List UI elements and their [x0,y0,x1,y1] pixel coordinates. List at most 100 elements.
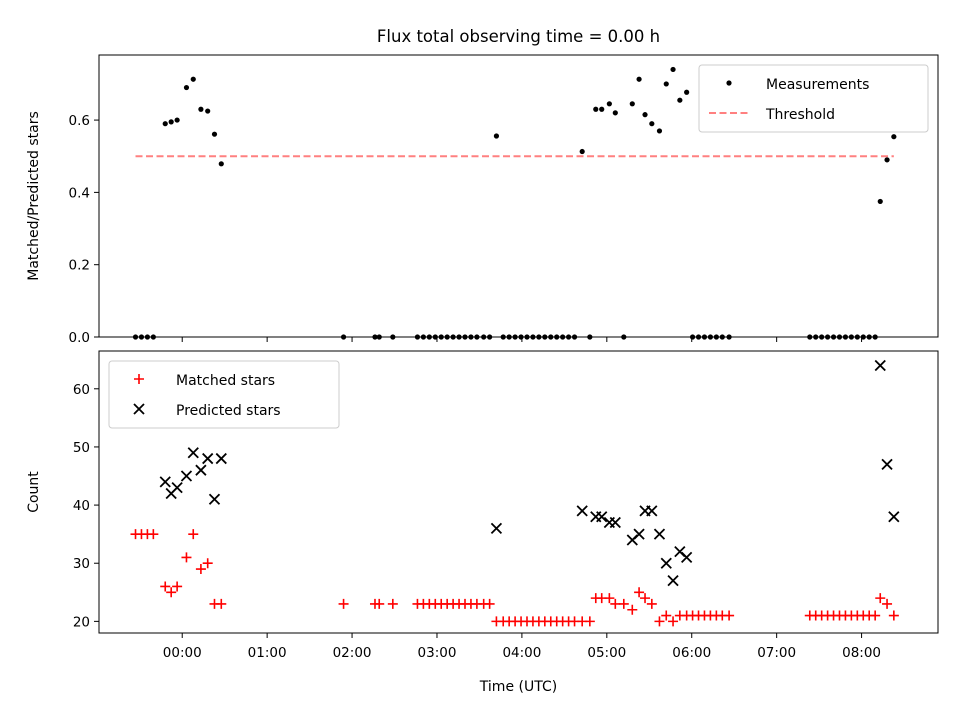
predicted-star-point [681,551,693,564]
legend-cross-marker [133,403,145,415]
measurement-point [190,76,196,82]
predicted-star-point [609,516,621,529]
matched-star-point [172,581,183,592]
predicted-star-point [202,452,214,465]
matched-star-point [374,598,385,609]
y-tick-label: 50 [73,440,90,456]
y-axis-label: Count [26,471,42,513]
matched-star-point [634,587,645,598]
matched-star-point [166,587,177,598]
predicted-star-point [596,511,608,523]
top-panel: Flux total observing time = 0.00 h 0.0 0.2… [26,27,939,346]
x-tick-label: 02:00 [333,645,372,661]
predicted-star-point [633,528,645,540]
predicted-star-point [215,452,227,465]
predicted-star-point [159,476,171,488]
measurement-point [642,112,648,118]
matched-star-point [181,552,192,563]
measurement-point [579,148,585,155]
predicted-star-point [195,464,207,476]
measurement-point [649,121,655,127]
matched-star-point [202,558,213,569]
measurement-point [877,198,883,205]
matched-star-point [724,610,735,621]
measurement-point [663,81,669,87]
matched-star-point [640,593,651,604]
matched-star-point [646,598,657,609]
predicted-star-point [646,505,658,517]
measurement-point [211,131,218,137]
plot-frame [98,54,939,338]
x-tick-label: 06:00 [672,645,711,661]
measurement-point [891,134,897,140]
matched-star-point [216,598,227,609]
legend-dot-marker [726,80,732,86]
y-tick-label: 40 [73,498,90,514]
predicted-star-point [180,470,193,482]
matched-star-point [875,593,886,604]
predicted-star-point [187,447,199,459]
plot-frame [98,350,939,634]
matched-star-point [604,593,615,604]
x-tick-label: 01:00 [248,645,287,661]
x-tick-label: 04:00 [502,645,541,661]
measurement-point [493,133,500,139]
measurement-point [884,157,890,163]
legend-label: Predicted stars [176,403,281,419]
x-tick-label: 08:00 [842,645,881,661]
legend-box [108,360,340,429]
matched-star-point [484,598,495,609]
bottom-panel: 20 30 40 50 60 00:00 01:00 02:00 03:00 04:00 05:00… [26,350,939,695]
y-tick-label: 30 [73,556,90,572]
matched-star-point [870,610,881,621]
measurement-point [599,106,605,112]
legend-label: Matched stars [176,373,275,389]
y-tick-label: 20 [73,614,90,630]
measurement-point [612,110,618,116]
measurement-point [677,97,683,103]
matched-star-point [338,598,349,609]
legend: Measurements Threshold [698,64,929,133]
measurement-point [636,76,642,82]
matched-star-point [661,610,672,621]
x-tick-label: 07:00 [757,645,796,661]
measurement-point [218,161,224,167]
measurement-point [198,106,204,112]
y-tick-label: 0.2 [69,258,90,274]
legend-label: Measurements [766,77,869,93]
predicted-star-point [660,557,672,569]
matched-star-point [618,598,629,609]
legend-label: Threshold [765,107,835,123]
x-axis-label: Time (UTC) [479,679,557,695]
matched-star-point [387,598,398,609]
matched-star-point [160,581,171,592]
y-tick-label: 0.0 [69,330,90,346]
legend-plus-marker [134,374,144,384]
series-predicted-stars [159,359,900,587]
measurement-point [593,106,599,112]
predicted-star-point [490,522,503,534]
matched-star-point [654,616,665,627]
predicted-star-point [874,359,886,372]
predicted-star-point [653,528,666,540]
y-axis-label: Matched/Predicted stars [26,111,42,281]
legend-box [698,64,929,133]
predicted-star-point [667,575,679,587]
predicted-star-point [171,482,183,494]
matched-star-point [668,616,679,627]
measurement-point [174,117,180,123]
predicted-star-point [576,505,588,517]
matched-star-point [195,564,206,575]
y-tick-label: 60 [73,382,90,398]
matched-star-point [882,598,893,609]
chart-title: Flux total observing time = 0.00 h [377,27,660,46]
measurement-point [670,66,676,73]
measurement-point [183,84,190,91]
matched-star-point [188,529,199,540]
legend: Matched stars Predicted stars [108,360,340,429]
matched-star-point [888,610,899,621]
measurement-point [629,101,635,107]
predicted-star-point [208,493,221,505]
